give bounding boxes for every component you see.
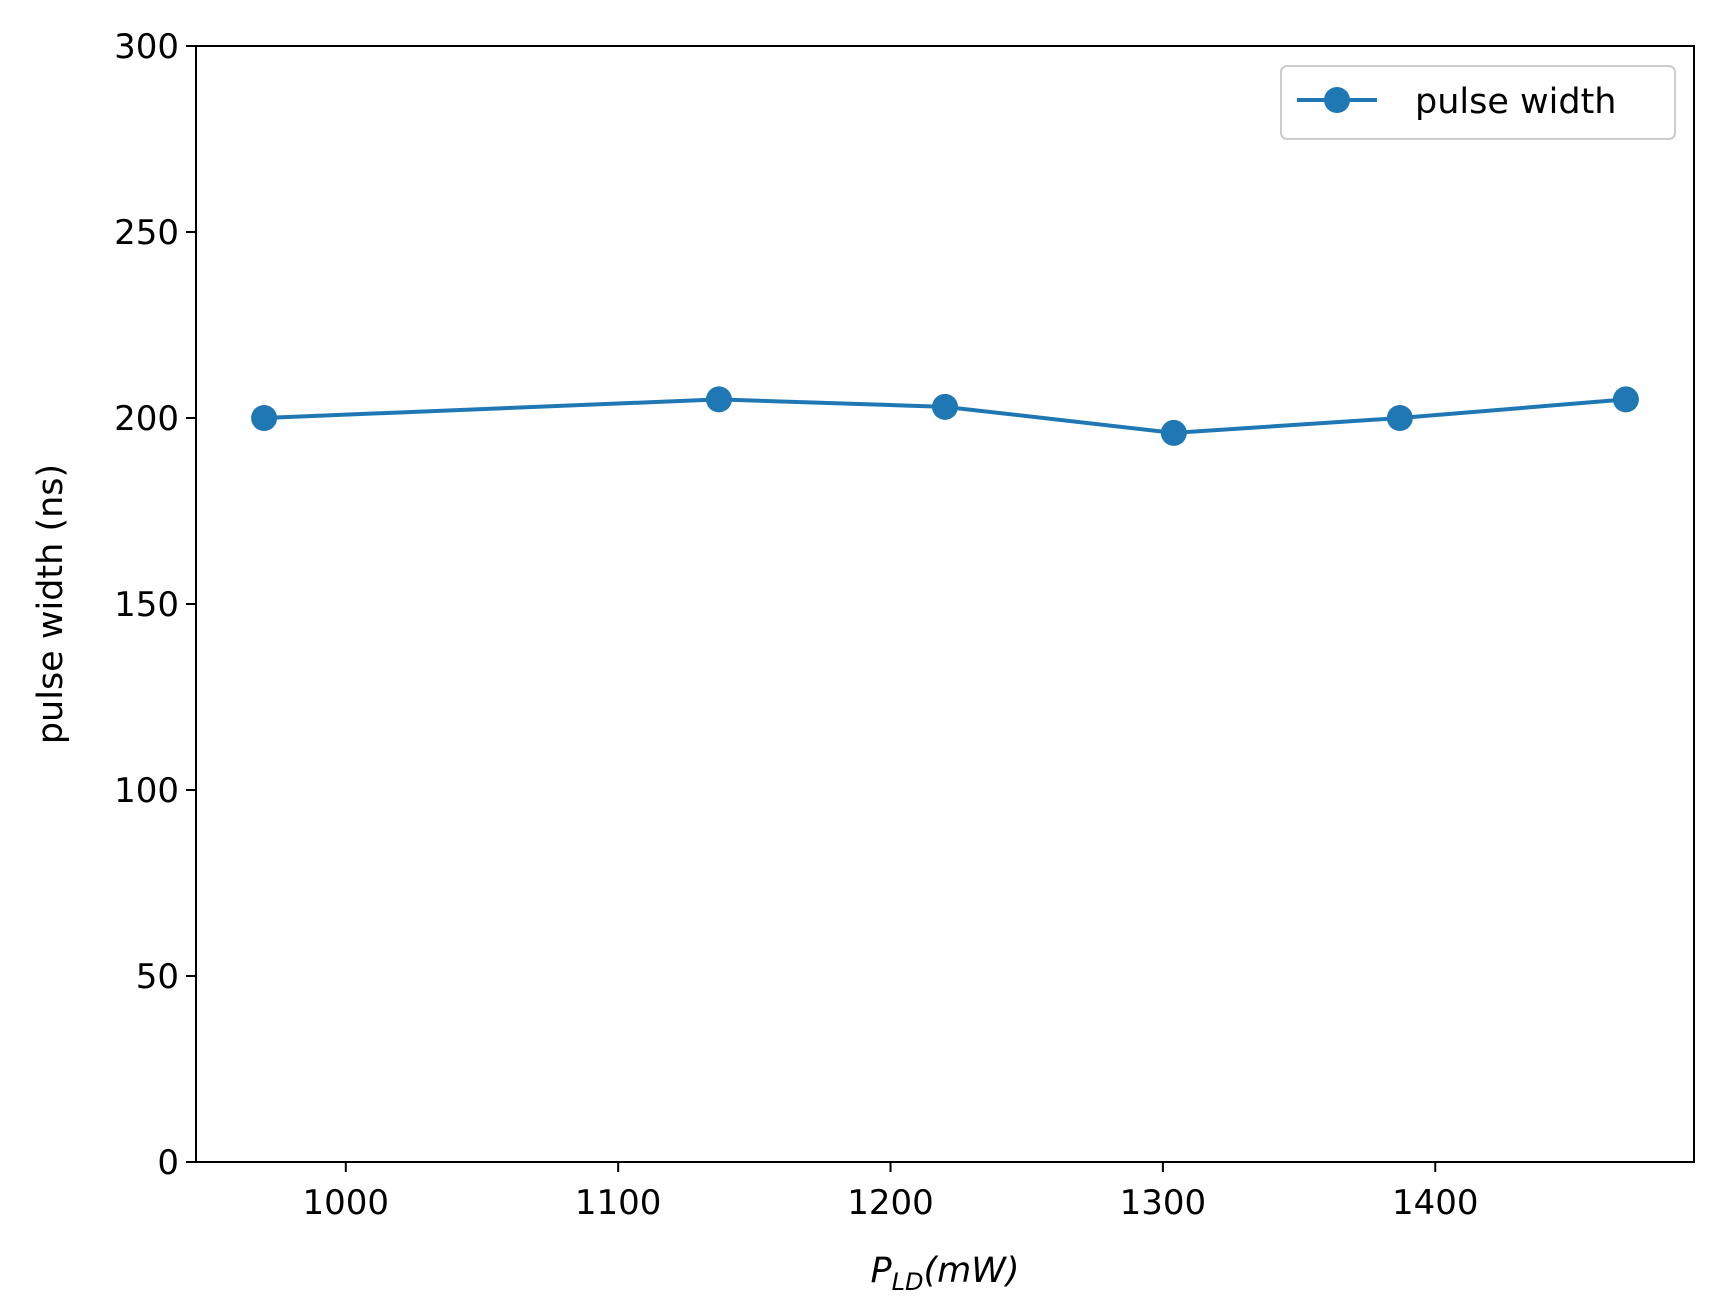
data-point <box>1160 419 1187 446</box>
x-axis-label-unit: (mW) <box>923 1251 1019 1291</box>
legend: pulse width <box>1280 65 1676 140</box>
y-tick-label: 50 <box>136 957 179 997</box>
x-tick-label: 1200 <box>847 1183 934 1223</box>
series-layer <box>251 386 1639 446</box>
x-tick-label: 1400 <box>1392 1183 1479 1223</box>
y-tick-label: 100 <box>114 771 179 811</box>
y-tick-label: 150 <box>114 585 179 625</box>
y-tick-label: 200 <box>114 399 179 439</box>
x-tick-label: 1100 <box>575 1183 662 1223</box>
x-tick-label: 1300 <box>1120 1183 1207 1223</box>
data-point <box>251 405 278 431</box>
legend-box <box>1280 65 1676 140</box>
x-tick-label: 1000 <box>303 1183 390 1223</box>
legend-label: pulse width <box>1415 82 1617 122</box>
plot-frame <box>195 45 1695 1163</box>
y-axis-label: pulse width (ns) <box>31 464 71 744</box>
y-axis-ticks: 0 50 100 150 200 250 300 <box>114 27 196 1183</box>
legend-point-marker <box>1324 87 1350 113</box>
data-point <box>1612 386 1639 413</box>
plot-background <box>196 46 1694 1162</box>
x-axis-ticks: 1000 1100 1200 1300 1400 <box>303 1162 1479 1223</box>
x-axis-label-subscript: LD <box>892 1268 924 1296</box>
data-point <box>1386 405 1413 431</box>
y-tick-label: 300 <box>114 27 179 67</box>
y-tick-label: 0 <box>157 1143 179 1183</box>
x-axis-label-main: P <box>871 1251 893 1291</box>
series-line <box>264 397 1627 435</box>
x-axis-label: PLD(mW) <box>871 1251 1020 1296</box>
data-point <box>932 393 958 420</box>
data-point <box>705 386 732 413</box>
y-tick-label: 250 <box>114 213 179 253</box>
